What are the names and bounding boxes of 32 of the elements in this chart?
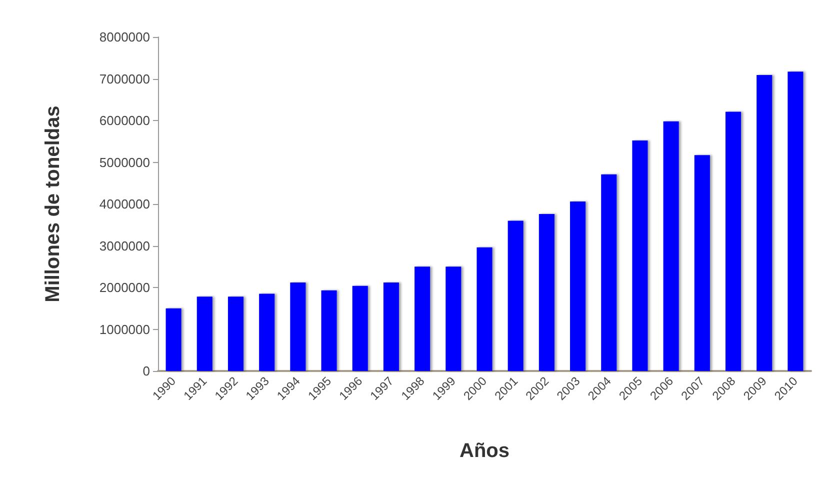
bar bbox=[446, 266, 462, 371]
bar bbox=[632, 140, 648, 371]
y-tick-label: 5000000 bbox=[99, 154, 150, 170]
bar bbox=[725, 112, 742, 371]
bar bbox=[166, 308, 182, 371]
y-tick-label: 2000000 bbox=[99, 280, 150, 295]
y-tick-label: 1000000 bbox=[99, 322, 150, 337]
x-axis-title: Años bbox=[460, 440, 510, 462]
bar bbox=[570, 201, 586, 371]
y-tick-label: 8000000 bbox=[99, 30, 150, 44]
bar bbox=[352, 286, 368, 371]
bar bbox=[290, 282, 306, 371]
bar bbox=[694, 155, 710, 371]
bar bbox=[538, 214, 554, 371]
bar bbox=[476, 247, 492, 371]
bar bbox=[228, 296, 244, 371]
y-tick-label: 3000000 bbox=[99, 238, 150, 254]
y-tick-label: 4000000 bbox=[99, 196, 150, 212]
bar bbox=[601, 174, 617, 371]
y-axis-title: Millones de toneldas bbox=[42, 106, 64, 302]
y-tick-label: 0 bbox=[142, 364, 150, 378]
bar bbox=[196, 296, 212, 371]
y-tick-label: 7000000 bbox=[99, 71, 150, 86]
bar bbox=[259, 294, 275, 371]
bar bbox=[663, 121, 679, 371]
bar bbox=[508, 220, 524, 371]
bar bbox=[321, 290, 337, 371]
y-tick-label: 6000000 bbox=[99, 113, 150, 128]
bar bbox=[756, 74, 772, 371]
bar bbox=[414, 266, 430, 371]
bar bbox=[383, 282, 399, 371]
bar bbox=[788, 72, 804, 371]
